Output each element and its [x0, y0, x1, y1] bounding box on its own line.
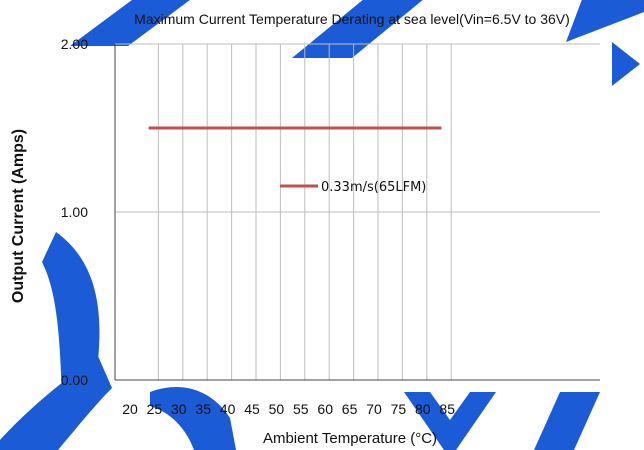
x-tick-label: 25: [147, 401, 163, 417]
x-tick-label: 50: [269, 401, 285, 417]
decor-shape: [70, 0, 190, 46]
x-tick-label: 75: [391, 401, 407, 417]
y-tick-label: 0.00: [61, 372, 88, 388]
decor-shape: [42, 232, 100, 398]
x-tick-label: 60: [317, 401, 333, 417]
x-tick-label: 40: [220, 401, 236, 417]
decor-shape: [292, 0, 423, 58]
x-tick-label: 35: [195, 401, 211, 417]
x-tick-label: 30: [171, 401, 187, 417]
y-axis-label: Output Current (Amps): [10, 129, 27, 303]
decor-shape: [150, 387, 236, 450]
decor-shape: [0, 356, 112, 450]
decor-shape: [404, 392, 496, 450]
x-axis-label: Ambient Temperature (°C): [263, 430, 437, 447]
y-tick-label: 2.00: [61, 36, 88, 52]
legend: 0.33m/s(65LFM): [280, 180, 426, 195]
x-tick-label: 20: [122, 401, 138, 417]
decor-shape: [534, 392, 600, 450]
grid-lines: [115, 43, 600, 380]
y-tick-label: 1.00: [61, 204, 88, 220]
legend-label: 0.33m/s(65LFM): [321, 180, 426, 195]
x-tick-label: 65: [342, 401, 358, 417]
x-tick-label: 55: [293, 401, 309, 417]
decor-shape: [566, 0, 644, 42]
x-tick-label: 45: [244, 401, 260, 417]
x-tick-label: 70: [366, 401, 382, 417]
x-tick-label: 80: [415, 401, 431, 417]
y-tick-labels: 0.00 1.00 2.00: [61, 36, 88, 388]
x-tick-label: 85: [439, 401, 455, 417]
decor-shape: [612, 42, 640, 86]
x-tick-labels: 20 25 30 35 40 45 50 55 60 65 70 75 80 85: [122, 401, 455, 417]
chart-title: Maximum Current Temperature Derating at …: [134, 11, 570, 27]
